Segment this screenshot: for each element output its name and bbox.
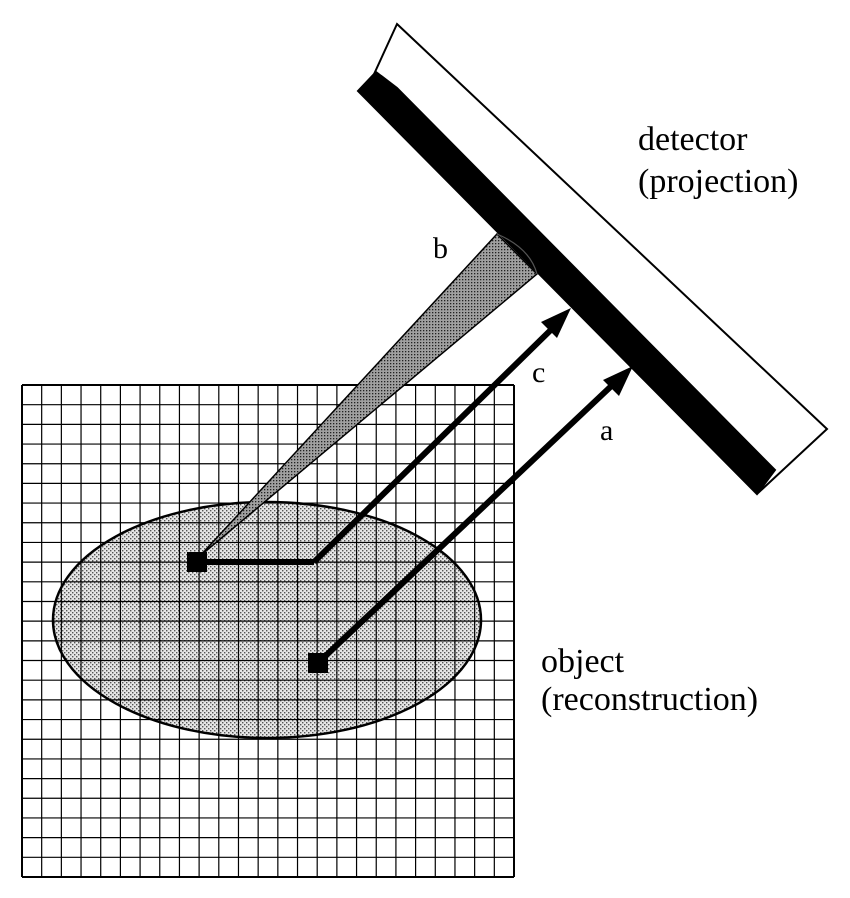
detector (356, 22, 829, 496)
label-b: b (433, 232, 448, 265)
object-ellipse (51, 500, 483, 740)
source-pixel-c (187, 552, 207, 572)
reconstruction-grid (21, 384, 515, 878)
beam-b (199, 232, 539, 557)
beam-b-end (496, 233, 538, 275)
object-label: object (541, 643, 625, 680)
ray-a (315, 372, 626, 666)
arrowhead-c (541, 308, 571, 338)
label-a: a (600, 414, 613, 447)
arrowhead-a (603, 366, 633, 396)
detector-label: detector (638, 121, 748, 158)
label-c: c (532, 356, 545, 389)
reconstruction-label: (reconstruction) (541, 681, 758, 718)
ray-c (311, 315, 566, 565)
detector-face (356, 70, 777, 496)
projection-label: (projection) (638, 163, 799, 200)
source-pixel-a (308, 653, 328, 673)
